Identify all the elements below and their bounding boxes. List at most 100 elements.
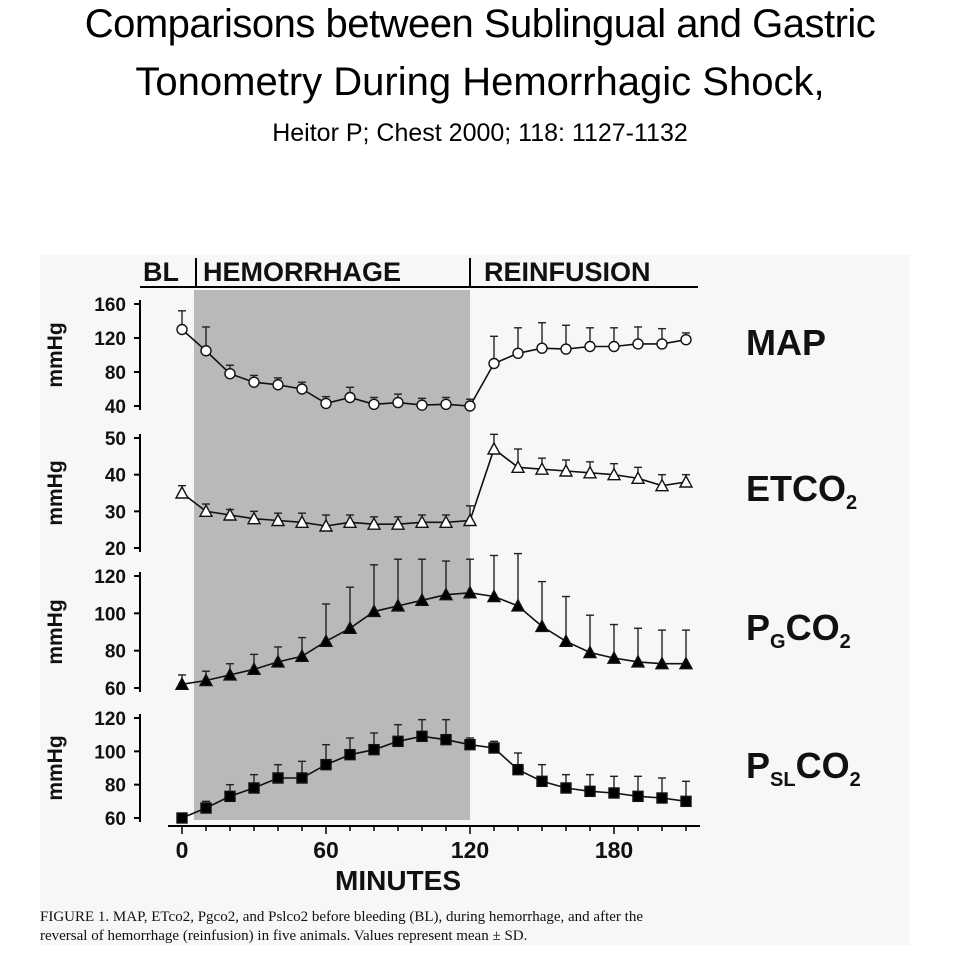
data-point: [416, 399, 428, 411]
panel-pgco2: 60 80 100 120 mmHg: [44, 552, 694, 700]
data-point: [440, 398, 452, 410]
data-point: [414, 592, 430, 606]
data-point: [534, 618, 550, 633]
data-point: [440, 733, 452, 746]
data-point: [606, 467, 622, 481]
y-tick-label: 100: [94, 742, 126, 763]
data-point: [390, 598, 406, 612]
panel-map: 40 80 120 160 mmHg: [44, 295, 692, 418]
data-point: [176, 323, 188, 336]
data-point: [632, 790, 644, 803]
data-point: [486, 441, 502, 455]
data-point: [510, 598, 526, 612]
series-label-etco2: ETCO2: [746, 468, 857, 514]
data-point: [464, 400, 476, 412]
y-tick-label: 160: [94, 295, 126, 316]
series-label-pgco2: PGCO2: [746, 607, 851, 653]
data-point: [512, 347, 524, 359]
y-axis-label: mmHg: [44, 322, 67, 387]
data-point: [366, 516, 382, 530]
caption-line-2: reversal of hemorrhage (reinfusion) in f…: [40, 928, 528, 944]
y-tick-label: 80: [105, 363, 126, 384]
data-point: [392, 396, 404, 409]
y-axis-label: mmHg: [44, 460, 67, 525]
x-tick-label: 180: [595, 837, 633, 863]
data-point: [464, 738, 476, 751]
citation: Heitor P; Chest 2000; 118: 1127-1132: [272, 119, 688, 147]
x-tick-label: 120: [451, 837, 489, 863]
y-tick-label: 50: [105, 429, 126, 450]
data-point: [198, 673, 214, 687]
data-point: [560, 343, 572, 355]
data-point: [462, 513, 478, 527]
data-point: [174, 485, 190, 499]
data-point: [558, 633, 574, 648]
y-tick-label: 20: [105, 539, 126, 560]
data-point: [414, 514, 430, 529]
data-point: [198, 503, 214, 518]
data-point: [680, 334, 692, 346]
data-point: [270, 654, 286, 668]
data-point: [654, 656, 670, 670]
data-point: [246, 661, 262, 676]
data-point: [368, 743, 380, 756]
y-axis-label: mmHg: [44, 599, 67, 664]
data-point: [558, 463, 574, 477]
data-point: [584, 340, 596, 353]
data-point: [224, 368, 236, 380]
y-tick-label: 30: [105, 502, 126, 523]
data-point: [630, 654, 646, 668]
data-point: [392, 735, 404, 748]
data-point: [678, 474, 694, 488]
data-point: [318, 518, 334, 532]
y-tick-label: 60: [105, 809, 126, 830]
data-point: [584, 785, 596, 798]
data-point: [296, 772, 308, 784]
data-point: [246, 511, 262, 525]
data-point: [536, 775, 548, 788]
data-point: [318, 633, 334, 648]
x-axis-label: MINUTES: [335, 865, 461, 896]
data-point: [222, 667, 238, 681]
series-label-map: MAP: [746, 322, 826, 363]
data-point: [270, 513, 286, 527]
data-point: [224, 790, 236, 803]
data-point: [656, 792, 668, 804]
data-point: [488, 742, 500, 754]
data-point: [488, 357, 500, 370]
hemorrhage-shaded-region: [194, 290, 470, 820]
series-line: [181, 591, 686, 686]
data-point: [200, 802, 212, 814]
y-axis-label: mmHg: [44, 735, 67, 800]
data-point: [344, 748, 356, 761]
caption-line-1: FIGURE 1. MAP, ETco2, Pgco2, and Pslco2 …: [40, 909, 643, 925]
series-label-pslco2: PSLCO2: [746, 745, 861, 791]
data-point: [582, 645, 598, 659]
series-line: [181, 735, 687, 819]
data-point: [344, 391, 356, 404]
data-point: [222, 507, 238, 521]
data-point: [176, 812, 188, 824]
title-line-1: Comparisons between Sublingual and Gastr…: [84, 2, 876, 46]
data-point: [486, 589, 502, 603]
y-tick-label: 120: [94, 709, 126, 730]
data-point: [438, 587, 454, 601]
x-tick-label: 0: [176, 837, 189, 863]
y-tick-label: 40: [105, 397, 126, 418]
y-tick-label: 120: [94, 567, 126, 588]
series-line: [181, 328, 687, 407]
data-point: [536, 342, 548, 354]
y-tick-label: 40: [105, 466, 126, 487]
data-point: [342, 514, 358, 529]
panel-etco2: 20 30 40 50 mmHg: [44, 429, 694, 560]
data-point: [462, 585, 478, 599]
data-point: [510, 459, 526, 474]
title-line-2: Tonometry During Hemorrhagic Shock,: [135, 60, 825, 104]
x-tick-label: 60: [313, 837, 339, 863]
y-tick-label: 120: [94, 329, 126, 350]
data-point: [272, 772, 284, 784]
data-point: [272, 379, 284, 391]
panel-pslco2: 60 80 100 120 mmHg: [44, 709, 692, 830]
data-point: [296, 383, 308, 395]
